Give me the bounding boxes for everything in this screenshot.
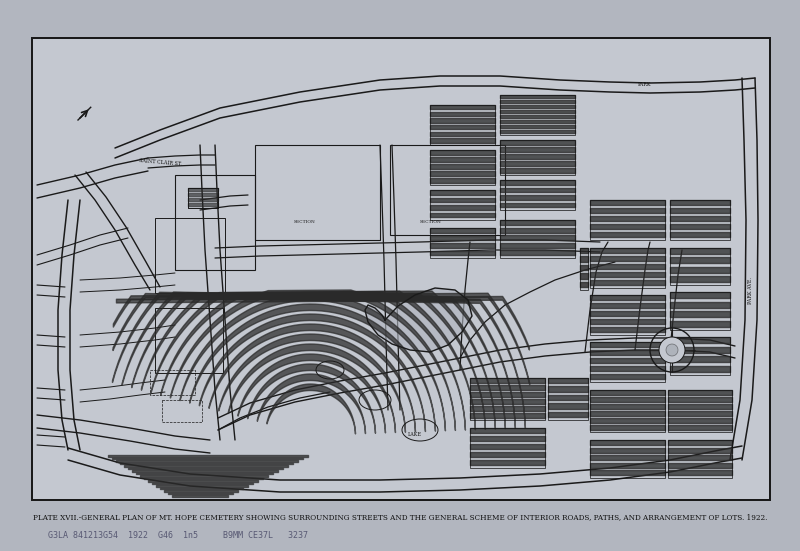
Bar [155,218,225,293]
Text: PARK: PARK [638,83,652,88]
Text: G3LA 841213G54  1922  G46  1n5     B9MM CE37L   3237: G3LA 841213G54 1922 G46 1n5 B9MM CE37L 3… [48,531,308,539]
Bar [590,342,665,382]
Bar [430,105,495,145]
Text: LAKE: LAKE [408,433,422,437]
Bar [470,428,545,468]
Bar [590,200,665,240]
Bar [670,337,730,375]
Bar [548,378,588,420]
Bar [188,188,218,208]
Bar [430,228,495,258]
Bar [155,308,223,373]
Bar [668,440,732,478]
Bar [580,248,588,290]
Bar [32,38,770,500]
Bar [590,295,665,335]
Bar [670,292,730,330]
Bar [500,95,575,135]
Bar [470,378,545,420]
Text: SAINT CLAIR ST.: SAINT CLAIR ST. [138,158,182,166]
Text: SECTION: SECTION [419,220,441,224]
Bar [32,38,770,500]
Bar [162,400,202,422]
Text: PARK AVE.: PARK AVE. [747,277,753,304]
Bar [430,190,495,220]
Bar [670,248,730,285]
Bar [590,248,665,288]
Bar [188,188,218,208]
Polygon shape [365,288,472,352]
Bar [150,370,195,395]
Circle shape [659,337,685,363]
Bar [500,180,575,210]
Bar [430,150,495,185]
Bar [590,440,665,478]
Bar [255,145,380,240]
Bar [668,390,732,432]
Circle shape [666,344,678,356]
Bar [390,145,505,235]
Bar [175,175,255,270]
Bar [590,390,665,432]
Bar [670,200,730,240]
Bar [500,140,575,175]
Text: PLATE XVII.-GENERAL PLAN OF MT. HOPE CEMETERY SHOWING SURROUNDING STREETS AND TH: PLATE XVII.-GENERAL PLAN OF MT. HOPE CEM… [33,513,767,521]
Bar [500,220,575,258]
Text: SECTION: SECTION [294,220,316,224]
